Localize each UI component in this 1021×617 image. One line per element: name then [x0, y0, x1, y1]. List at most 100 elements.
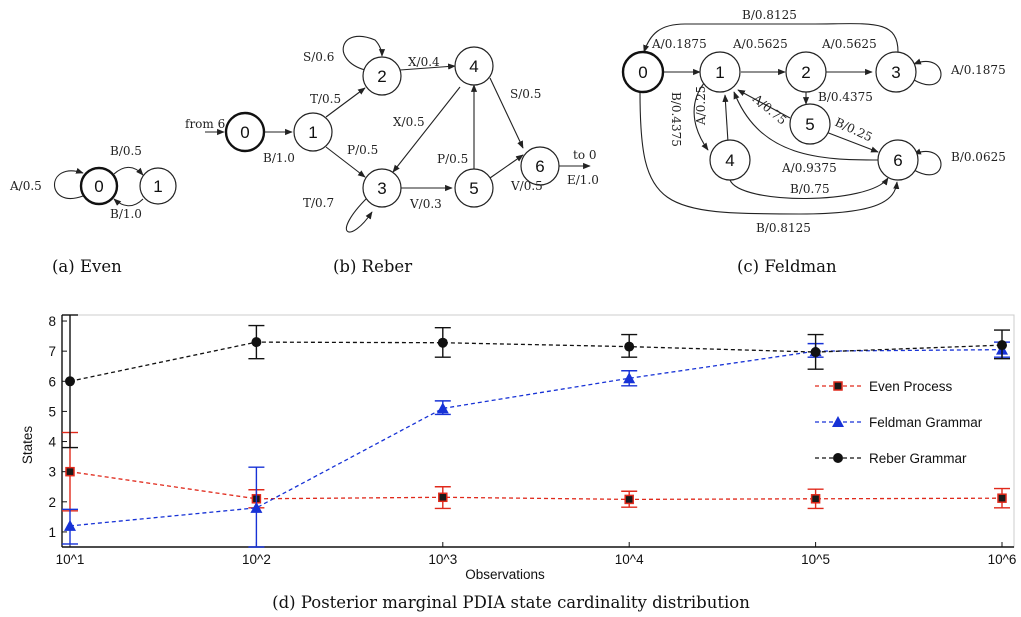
feldman-state-6	[877, 139, 919, 181]
data-point	[624, 494, 634, 505]
feldman-diagram: 0 1 2 3 4 5 6 B/0.8125 A/0.1875 A/0.5625…	[621, 8, 1006, 276]
x-tick-label: 10^4	[615, 552, 644, 567]
even-edge-1-0	[113, 198, 144, 207]
reber-edge-1-2	[325, 87, 366, 118]
legend-label: Even Process	[869, 379, 953, 394]
data-point	[438, 492, 448, 503]
legend-item: Feldman Grammar	[815, 415, 983, 430]
reber-edge-label: X/0.5	[393, 115, 425, 129]
even-edge-0-1	[113, 166, 144, 176]
feldman-edge-label: B/0.0625	[951, 150, 1006, 164]
reber-state-4	[454, 46, 494, 86]
reber-edge-label: to 0	[573, 148, 597, 162]
caption-chart: (d) Posterior marginal PDIA state cardin…	[272, 593, 750, 612]
data-point	[65, 376, 75, 387]
caption-reber: (b) Reber	[333, 257, 412, 276]
even-edge-label: A/0.5	[9, 179, 42, 193]
feldman-edge-label: A/0.5625	[732, 37, 788, 51]
legend-item: Reber Grammar	[815, 451, 967, 466]
even-edge-label: B/0.5	[110, 144, 142, 158]
reber-state-2-label: 2	[377, 67, 386, 86]
feldman-edge-1-4	[693, 81, 709, 151]
reber-state-3-label: 3	[377, 179, 386, 198]
x-axis-label: Observations	[465, 567, 545, 582]
feldman-edge-label: B/0.4375	[669, 92, 683, 147]
series-line	[69, 341, 1003, 382]
feldman-state-2-label: 2	[801, 63, 810, 82]
reber-edge-label: S/0.5	[510, 87, 541, 101]
x-tick-label: 10^5	[801, 552, 830, 567]
x-tick-label: 10^3	[428, 552, 457, 567]
reber-edge-4-3	[392, 86, 461, 173]
feldman-edge-label: A/0.75	[749, 91, 789, 128]
feldman-edge-label: B/0.75	[790, 182, 830, 196]
reber-diagram: 0 1 2 3 4 5 6 from 6 B/1.0 T/0.5 P/0.5 S…	[185, 35, 599, 276]
reber-edge-label: T/0.7	[303, 196, 334, 210]
reber-state-5	[454, 168, 494, 208]
reber-edge-label: B/1.0	[263, 151, 295, 165]
even-edge-label: B/1.0	[110, 207, 142, 221]
feldman-edge-5-6	[825, 131, 879, 153]
feldman-edge-label: B/0.8125	[742, 8, 797, 22]
feldman-edge-label: A/0.25	[694, 86, 708, 126]
reber-edge-label: P/0.5	[437, 152, 468, 166]
y-tick-label: 7	[48, 344, 56, 359]
reber-edge-2-4	[399, 63, 456, 71]
y-tick-label: 2	[48, 495, 56, 510]
feldman-edge-label: A/0.1875	[651, 37, 707, 51]
data-point	[64, 519, 76, 531]
chart-d: 1 2 3 4 5 6 7 8 10^1 10^2 10^3 10^4 10^5 10^6 States…	[20, 314, 1016, 612]
even-edge-0-self	[53, 167, 84, 199]
data-point	[436, 402, 449, 414]
y-tick-label: 4	[48, 435, 56, 450]
x-tick-label: 10^1	[56, 552, 85, 567]
reber-state-0	[224, 111, 266, 153]
reber-edge-label: T/0.5	[310, 92, 341, 106]
feldman-edge-label: B/0.4375	[818, 90, 873, 104]
series-line	[69, 348, 1003, 527]
reber-state-5-label: 5	[469, 179, 478, 198]
feldman-state-3	[875, 51, 917, 93]
y-tick-label: 1	[48, 525, 56, 540]
y-axis-label: States	[20, 426, 35, 465]
reber-state-1	[293, 112, 333, 152]
reber-state-0-label: 0	[240, 123, 249, 142]
even-state-0-label: 0	[94, 177, 103, 196]
reber-edge-label: V/0.3	[409, 197, 442, 211]
data-point	[437, 337, 448, 348]
feldman-edge-label: A/0.5625	[821, 37, 877, 51]
feldman-state-1	[699, 51, 741, 93]
reber-state-3	[362, 168, 402, 208]
data-point	[624, 341, 635, 352]
legend: Even Process Feldman Grammar Reber Grammar	[815, 379, 983, 466]
reber-edge-label: S/0.6	[303, 50, 334, 64]
y-tick-label: 3	[48, 465, 56, 480]
feldman-state-6-label: 6	[893, 151, 902, 170]
feldman-edge-label: A/0.9375	[781, 161, 837, 175]
y-tick-label: 6	[48, 374, 56, 389]
reber-edge-5-6	[489, 154, 524, 179]
reber-edge-label: X/0.4	[408, 55, 440, 69]
feldman-edge-label: A/0.1875	[950, 63, 1006, 77]
x-tick-label: 10^6	[988, 552, 1017, 567]
caption-even: (a) Even	[52, 257, 122, 276]
reber-state-6-label: 6	[535, 157, 544, 176]
feldman-edge-label: B/0.25	[833, 115, 875, 144]
even-state-1	[139, 167, 177, 205]
y-tick-label: 5	[48, 404, 56, 419]
feldman-edge-6-1	[733, 91, 881, 161]
data-point	[810, 494, 821, 504]
feldman-edge-4-6	[729, 177, 889, 200]
feldman-edge-label: B/0.8125	[756, 221, 811, 235]
data-point	[997, 493, 1007, 503]
legend-marker	[833, 453, 843, 463]
series-reber-grammar	[62, 314, 1010, 449]
reber-edge-label: from 6	[185, 117, 225, 131]
feldman-edge-0-6	[639, 91, 900, 215]
reber-state-6	[520, 146, 560, 186]
feldman-edge-6-self	[913, 148, 942, 176]
data-point	[251, 337, 262, 348]
feldman-state-1-label: 1	[715, 63, 724, 82]
feldman-state-0-label: 0	[638, 63, 647, 82]
